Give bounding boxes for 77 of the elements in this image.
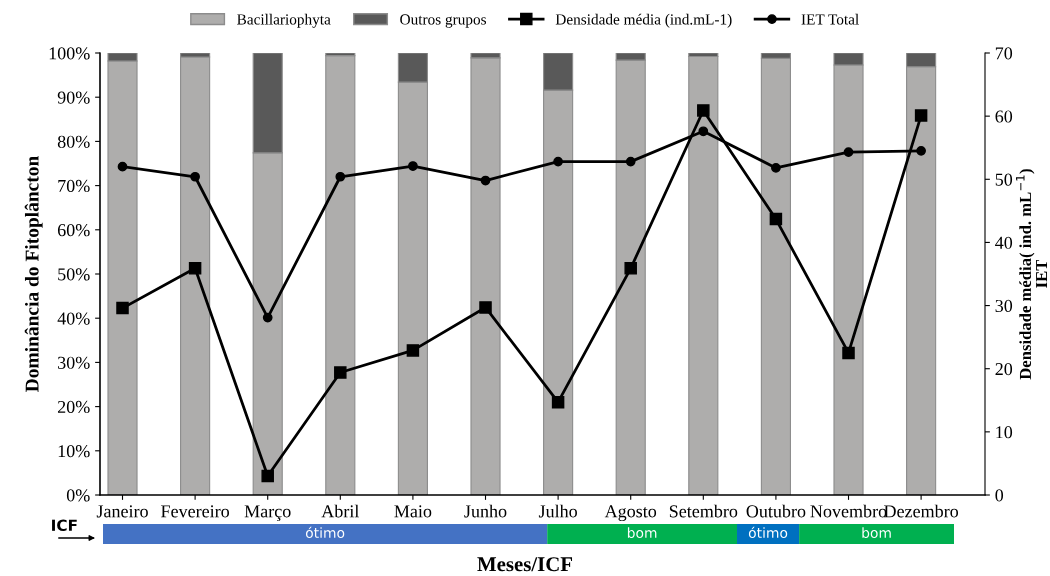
point — [771, 163, 781, 173]
bar — [103, 524, 548, 544]
point — [916, 146, 926, 156]
y-tick-label: 20% — [57, 400, 90, 414]
y2-tick-label: 40 — [995, 236, 1013, 249]
series-label: bom — [862, 527, 891, 539]
x-tick-label: Junho — [464, 504, 507, 518]
y-axis-title: Dominância do Fitoplâncton — [24, 155, 43, 392]
legend-label: IET Total — [801, 13, 859, 25]
x-tick-label: Abril — [321, 504, 359, 518]
y-tick-label: 0% — [66, 489, 90, 502]
y2-tick-label: 0 — [995, 489, 1004, 502]
bar — [470, 57, 501, 495]
point — [188, 262, 202, 275]
legend-label: Densidade média (ind.mL-1) — [555, 13, 732, 28]
point — [408, 161, 418, 171]
x-tick-label: Novembro — [810, 504, 887, 518]
y-tick-label: ICF — [52, 519, 77, 532]
x-tick-label: Janeiro — [96, 505, 148, 518]
y-tick-label: 10% — [58, 445, 90, 458]
x-tick-label: Setembro — [669, 504, 738, 518]
legend-label: Outros grupos — [400, 14, 487, 28]
series-label: ótimo — [305, 526, 345, 539]
x-tick-label: Maio — [394, 505, 432, 518]
point — [334, 366, 347, 379]
bar — [688, 55, 719, 495]
y-tick-label: 40% — [57, 312, 90, 325]
bar — [799, 524, 954, 544]
point — [116, 301, 129, 315]
y2-axis-title: Densidade média( ind. mL$^{−1}$) — [1016, 169, 1035, 380]
x-tick-label: Agosto — [604, 505, 657, 522]
point — [914, 109, 928, 122]
text: IET — [1036, 259, 1048, 288]
point — [624, 262, 637, 275]
x-tick-label: Outubro — [746, 504, 806, 518]
series-label: bom — [627, 527, 657, 539]
y2-tick-label: 60 — [995, 110, 1013, 123]
point — [406, 344, 420, 357]
point — [335, 171, 346, 182]
point — [480, 175, 491, 186]
point — [843, 147, 854, 157]
point — [551, 395, 565, 409]
y2-tick-label: 50 — [995, 173, 1013, 186]
bar — [736, 524, 800, 544]
point — [479, 301, 492, 314]
point — [261, 469, 274, 483]
y2-tick-label: 20 — [995, 362, 1013, 376]
bar — [325, 55, 356, 495]
y-tick-label: 50% — [58, 268, 90, 281]
bar — [180, 56, 211, 495]
point — [697, 104, 710, 117]
x-axis-title: Meses/ICF — [477, 557, 573, 572]
series-label: ótimo — [748, 526, 788, 539]
point — [117, 161, 128, 172]
point — [698, 126, 709, 137]
y-tick-label: 30% — [58, 356, 90, 369]
y2-tick-label: 10 — [996, 426, 1013, 439]
x-tick-label: Dezembro — [884, 504, 959, 518]
y-tick-label: 60% — [57, 224, 90, 237]
point — [190, 171, 200, 182]
legend-label: Bacillariophyta — [237, 13, 331, 28]
point — [625, 156, 636, 167]
bar — [760, 57, 791, 495]
y-tick-label: 70% — [58, 179, 90, 193]
y2-tick-label: 70 — [995, 47, 1013, 60]
x-tick-label: Julho — [538, 504, 577, 518]
bar — [547, 524, 737, 544]
point — [769, 212, 783, 226]
x-tick-label: Fevereiro — [161, 505, 230, 518]
y2-tick-label: 30 — [995, 299, 1013, 313]
point — [262, 312, 273, 323]
y-tick-label: 80% — [57, 135, 90, 148]
x-tick-label: Março — [244, 505, 291, 522]
y-tick-label: 90% — [57, 91, 90, 104]
point — [553, 156, 563, 167]
y-tick-label: 100% — [49, 47, 90, 60]
point — [842, 346, 855, 360]
